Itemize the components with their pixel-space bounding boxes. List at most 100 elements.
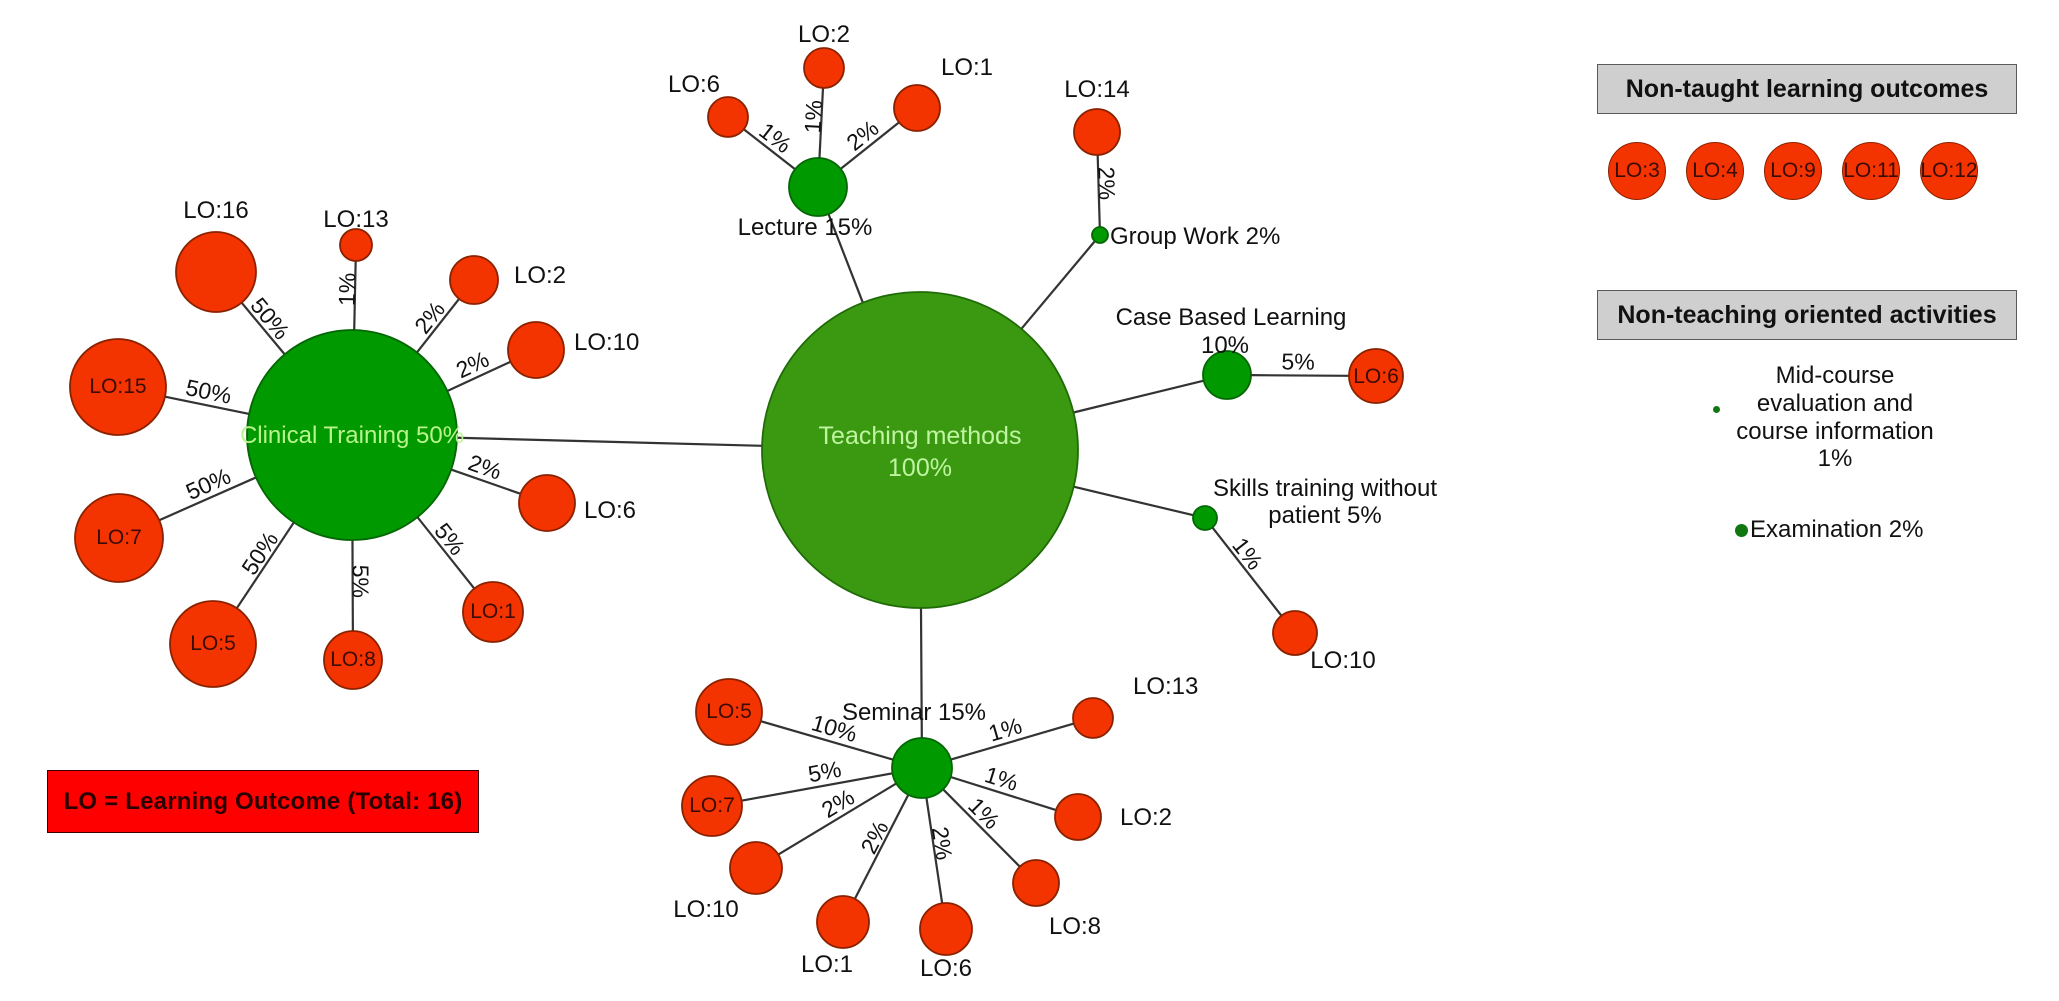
lo-label-seminar-7: LO:13 [1133,673,1198,700]
edge-percent-seminar-6: 1% [982,761,1022,796]
method-label-group-work: Group Work 2% [1110,223,1280,250]
method-percent-skills-training: patient 5% [1268,502,1381,529]
edge-seminar-to-LO10-2 [777,782,897,856]
lo-label-skills-training-without-patient-0: LO:10 [1310,647,1375,674]
lo-node-seminar-LO10[interactable] [729,841,783,895]
lo-label-clinical-training-9: LO:13 [323,206,388,233]
method-node-case-based-learning[interactable] [1202,350,1252,400]
lo-label-clinical-training-0: LO:16 [183,197,248,224]
lo-label-seminar-5: LO:8 [1049,913,1101,940]
edge-percent-seminar-2: 2% [817,784,859,823]
lo-node-clinical-training-LO6[interactable] [518,474,576,532]
lo-node-seminar-LO2[interactable] [1054,793,1102,841]
lo-label-clinical-training-6: LO:6 [584,497,636,524]
edge-lecture-to-LO1-2 [839,121,900,170]
examination-dot [1735,524,1748,537]
edge-clinical-training-to-LO10-7 [446,360,512,392]
edge-percent-seminar-4: 2% [927,825,958,862]
root-label-text: Teaching methods [819,422,1022,450]
lo-label-lecture-2: LO:1 [941,54,993,81]
lo-node-seminar-LO8[interactable] [1012,859,1060,907]
lo-node-clinical-training-LO13[interactable] [339,228,373,262]
method-node-seminar[interactable] [891,737,953,799]
edge-seminar-to-LO2-6 [950,775,1057,812]
edge-percent-clinical-training-7: 2% [452,346,493,384]
lo-node-group-work-LO14[interactable] [1073,108,1121,156]
learning-outcome-key: LO = Learning Outcome (Total: 16) [47,770,479,833]
edge-seminar-to-LO1-3 [853,794,910,900]
method-percent-case-based-learning: 10% [1201,332,1249,359]
lo-node-seminar-LO6[interactable] [919,902,973,956]
edge-percent-case-based-learning-0: 5% [1281,348,1314,374]
lo-label-lecture-0: LO:6 [668,71,720,98]
method-label-lecture: Lecture 15% [738,214,873,241]
edge-percent-lecture-2: 2% [841,115,883,156]
edge-root-to-lecture [827,213,864,304]
edge-clinical-training-to-LO1-5 [416,516,476,590]
edge-seminar-to-LO8-5 [942,788,1021,868]
method-node-lecture[interactable] [788,157,848,217]
lo-node-skills-training-without-patient-LO10[interactable] [1272,610,1318,656]
lo-node-clinical-training-LO10[interactable] [507,321,565,379]
edge-group-work-to-LO14-0 [1096,154,1101,228]
lo-node-clinical-training-LO5[interactable] [169,600,257,688]
lo-node-lecture-LO2[interactable] [803,47,845,89]
non-taught-outcome-LO11: LO:11 [1842,142,1900,200]
lo-node-lecture-LO1[interactable] [893,84,941,132]
lo-node-seminar-LO13[interactable] [1072,697,1114,739]
edge-seminar-to-LO5-0 [760,720,894,761]
lo-label-clinical-training-5: LO:1 [470,600,516,623]
lo-node-clinical-training-LO7[interactable] [74,493,164,583]
method-node-skills-training-without-patient[interactable] [1192,505,1218,531]
edge-lecture-to-LO6-0 [743,128,796,171]
lo-label-seminar-1: LO:7 [689,794,735,817]
method-label-skills-training: Skills training without [1213,475,1437,502]
method-node-group-work[interactable] [1091,226,1109,244]
lo-node-seminar-LO1[interactable] [816,895,870,949]
lo-node-clinical-training-LO1[interactable] [462,581,524,643]
lo-label-clinical-training-8: LO:2 [514,262,566,289]
method-label-case-based-learning: Case Based Learning [1116,304,1347,331]
non-taught-outcome-LO9: LO:9 [1764,142,1822,200]
lo-label-clinical-training-4: LO:8 [330,648,376,671]
lo-label-clinical-training-1: LO:15 [89,375,146,398]
lo-label-seminar-0: LO:5 [706,700,752,723]
non-taught-outcome-LO12: LO:12 [1920,142,1978,200]
edge-percent-clinical-training-8: 2% [409,296,450,338]
lo-label-group-work-0: LO:14 [1064,76,1129,103]
lo-label-clinical-training-2: LO:7 [96,526,142,549]
legend-header-non-taught: Non-taught learning outcomes [1597,64,2017,114]
edge-root-to-skills-training-without-patient [1073,485,1194,517]
edge-seminar-to-LO13-7 [950,722,1075,761]
non-taught-outcome-LO3: LO:3 [1608,142,1666,200]
root-percent-text: 100% [888,454,952,482]
edge-clinical-training-to-LO7-2 [158,476,257,522]
midcourse-line-1: Mid-course [1775,362,1895,389]
lo-label-clinical-training-7: LO:10 [574,329,639,356]
method-label-seminar: Seminar 15% [842,699,986,726]
root-node-teaching-methods[interactable] [761,291,1079,609]
lo-node-seminar-LO7[interactable] [681,775,743,837]
edge-percent-lecture-1: 1% [799,99,827,134]
edge-case-based-learning-to-LO6-0 [1250,374,1350,377]
method-label-clinical-training: Clinical Training 50% [240,422,464,449]
edge-percent-seminar-7: 1% [986,712,1025,746]
midcourse-line-2: evaluation and [1756,389,1914,417]
lo-label-lecture-1: LO:2 [798,21,850,48]
method-node-clinical-training[interactable] [246,329,458,541]
edge-root-to-case-based-learning [1073,379,1204,414]
edge-seminar-to-LO6-4 [925,797,944,904]
edge-percent-clinical-training-1: 50% [184,374,234,409]
lo-node-clinical-training-LO8[interactable] [323,630,383,690]
lo-label-seminar-4: LO:6 [920,955,972,982]
edge-layer [158,87,1350,904]
lo-label-clinical-training-3: LO:5 [190,632,236,655]
lo-node-seminar-LO5[interactable] [695,678,763,746]
lo-node-case-based-learning-LO6[interactable] [1348,348,1404,404]
lo-node-lecture-LO6[interactable] [707,96,749,138]
lo-node-clinical-training-LO16[interactable] [175,231,257,313]
lo-node-clinical-training-LO15[interactable] [69,338,167,436]
lo-node-clinical-training-LO2[interactable] [449,255,499,305]
